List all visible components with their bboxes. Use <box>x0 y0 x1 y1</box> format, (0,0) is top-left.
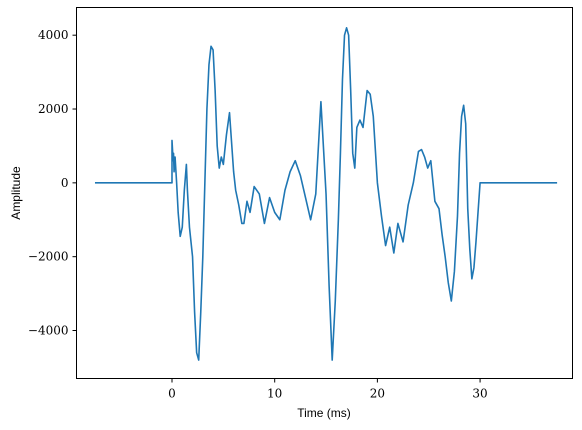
x-axis-label: Time (ms) <box>297 406 351 420</box>
plot-frame <box>77 8 573 379</box>
y-tick-label: 4000 <box>38 28 69 42</box>
series-line <box>95 28 557 360</box>
x-tick-label: 10 <box>267 387 282 401</box>
y-tick-label: 2000 <box>38 102 69 116</box>
y-tick-label: −4000 <box>28 324 69 338</box>
y-tick-label: 0 <box>61 176 69 190</box>
y-tick-label: −2000 <box>28 250 69 264</box>
y-axis-label: Amplitude <box>9 166 23 220</box>
x-axis-ticks: 0 10 20 30 <box>168 379 488 401</box>
y-axis-ticks: −4000 −2000 0 2000 4000 <box>28 28 77 337</box>
x-tick-label: 20 <box>370 387 385 401</box>
x-tick-label: 30 <box>472 387 487 401</box>
x-tick-label: 0 <box>168 387 176 401</box>
plot-layer <box>95 28 557 360</box>
